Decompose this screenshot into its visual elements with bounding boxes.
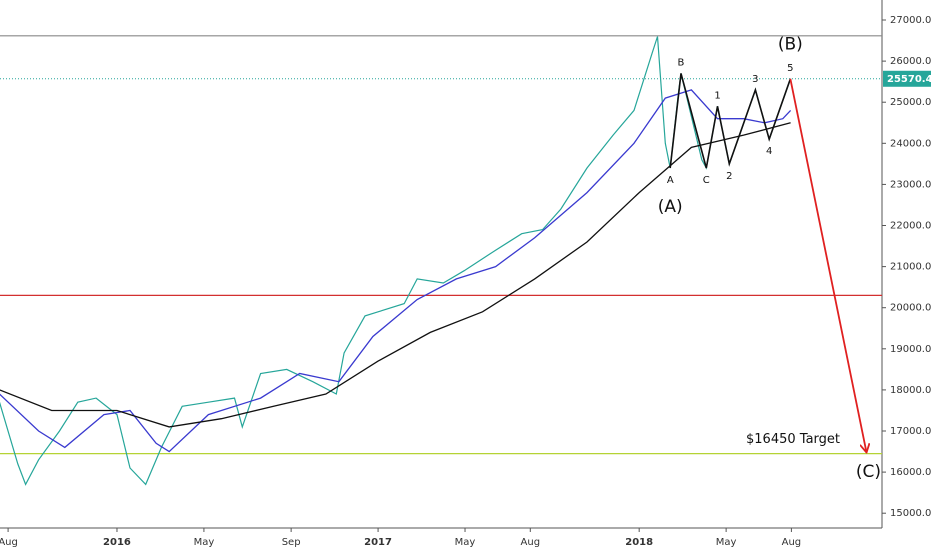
x-tick-label: Aug xyxy=(521,537,541,548)
last-price-label: 25570.4 xyxy=(887,74,932,85)
y-tick-label: 24000.0 xyxy=(890,138,931,149)
y-tick-label: 25000.0 xyxy=(890,97,931,108)
projection-arrow xyxy=(789,78,866,452)
wave-label: 4 xyxy=(766,146,772,157)
wave-degree-label: (C) xyxy=(856,462,881,482)
wave-label: C xyxy=(703,175,710,186)
y-tick-label: 16000.0 xyxy=(890,467,931,478)
x-tick-label: May xyxy=(455,537,476,548)
y-tick-label: 18000.0 xyxy=(890,385,931,396)
y-tick-label: 19000.0 xyxy=(890,344,931,355)
level-label: $16450 Target xyxy=(746,432,840,447)
y-tick-label: 23000.0 xyxy=(890,179,931,190)
wave-line xyxy=(669,73,792,169)
last-price-box xyxy=(883,70,931,87)
wave-degree-label: (B) xyxy=(778,35,803,55)
x-tick-label: 2018 xyxy=(625,537,653,548)
x-tick-label: 2017 xyxy=(364,537,392,548)
x-tick-label: Sep xyxy=(282,537,301,548)
wave-label: 5 xyxy=(787,63,793,74)
y-tick-label: 27000.0 xyxy=(890,15,931,26)
x-tick-label: Aug xyxy=(782,537,802,548)
y-tick-label: 20000.0 xyxy=(890,303,931,314)
y-tick-label: 22000.0 xyxy=(890,221,931,232)
y-tick-label: 21000.0 xyxy=(890,262,931,273)
y-tick-label: 15000.0 xyxy=(890,508,931,519)
wave-label: B xyxy=(678,57,685,68)
x-tick-label: Aug xyxy=(0,537,18,548)
wave-degree-label: (A) xyxy=(658,197,683,217)
wave-label: 3 xyxy=(752,74,758,85)
y-tick-label: 26000.0 xyxy=(890,56,931,67)
y-tick-label: 17000.0 xyxy=(890,426,931,437)
x-tick-label: May xyxy=(716,537,737,548)
x-tick-label: 2016 xyxy=(103,537,131,548)
wave-label: 1 xyxy=(714,90,720,101)
wave-label: 2 xyxy=(726,171,732,182)
price-series xyxy=(0,122,791,428)
wave-label: A xyxy=(667,175,674,186)
price-series xyxy=(0,89,792,453)
x-tick-label: May xyxy=(194,537,215,548)
